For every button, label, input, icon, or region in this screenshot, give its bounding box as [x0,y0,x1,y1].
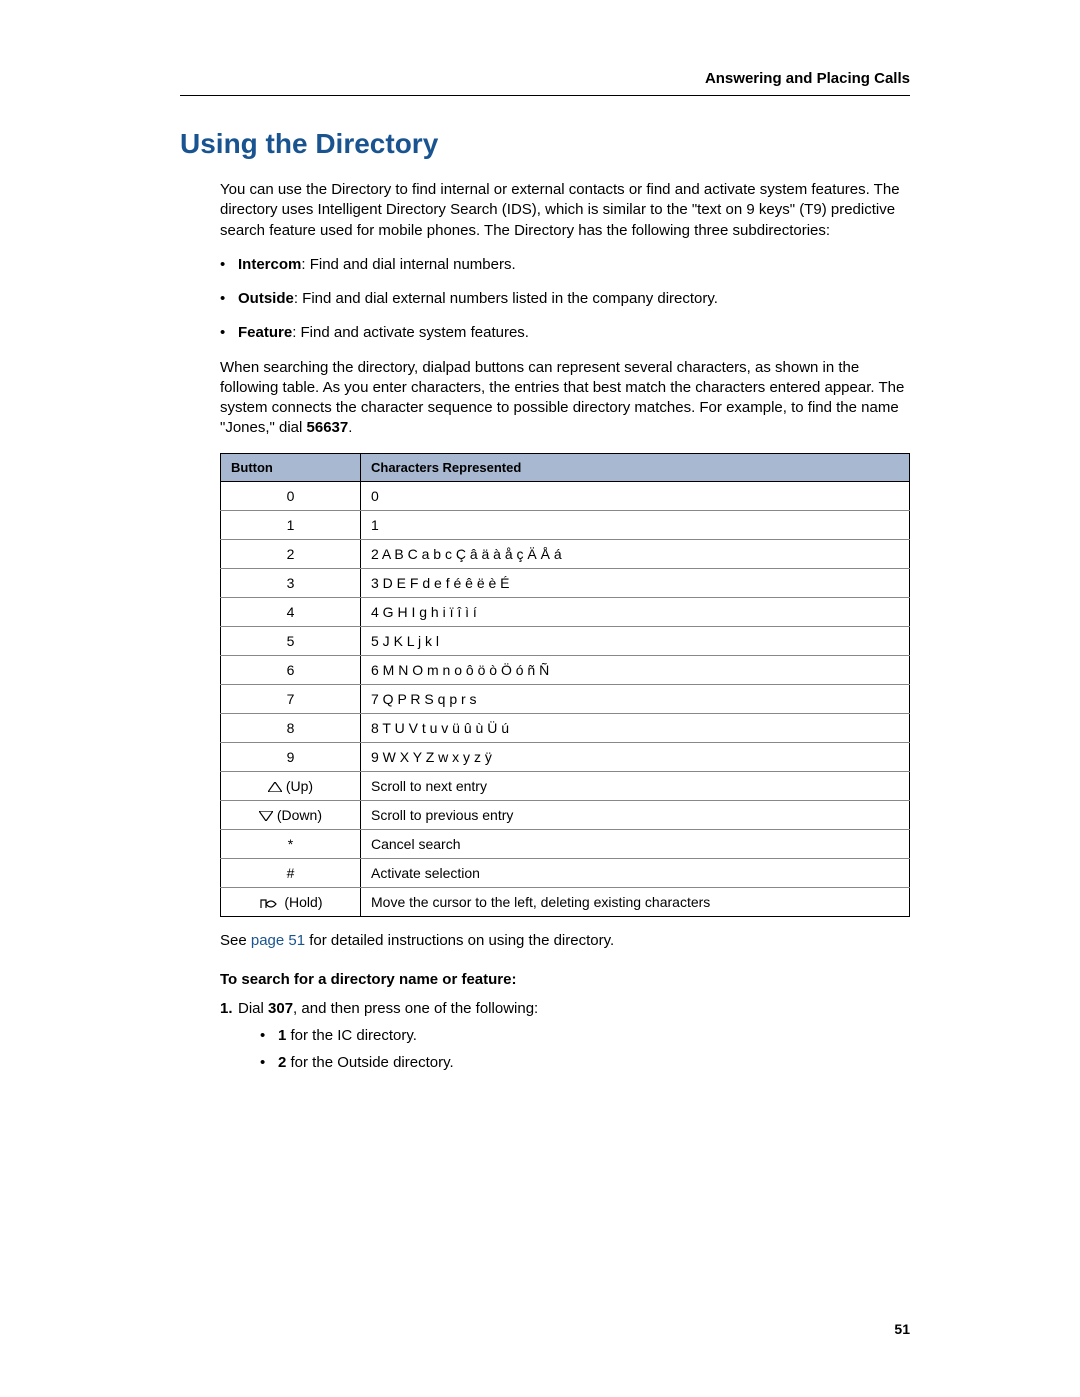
list-item-label: Outside [238,290,294,307]
table-row: #Activate selection [221,858,910,887]
table-cell-chars: Scroll to previous entry [361,800,910,829]
step-number: 1. [220,998,233,1019]
table-cell-chars: Activate selection [361,858,910,887]
table-row: 22 A B C a b c Ç â ä à å ç Ä Å á [221,539,910,568]
table-cell-chars: Scroll to next entry [361,771,910,800]
see-pre: See [220,932,251,949]
table-cell-button: 0 [221,481,361,510]
table-cell-chars: 6 M N O m n o ô ö ò Ö ó ñ Ñ [361,655,910,684]
table-cell-button: 9 [221,742,361,771]
list-item-text: : Find and dial internal numbers. [301,256,515,273]
instruction-steps: 1. Dial 307, and then press one of the f… [220,998,910,1073]
table-row: 33 D E F d e f é ê ë è É [221,568,910,597]
table-cell-button: (Up) [221,771,361,800]
sublist-text: for the IC directory. [286,1027,417,1044]
intro-paragraph: You can use the Directory to find intern… [220,180,910,241]
table-cell-chars: 1 [361,510,910,539]
header-section-title: Answering and Placing Calls [180,70,910,96]
sublist-text: for the Outside directory. [286,1054,453,1071]
table-cell-chars: 5 J K L j k l [361,626,910,655]
search-paragraph: When searching the directory, dialpad bu… [220,358,910,439]
table-cell-button: 8 [221,713,361,742]
table-row: 00 [221,481,910,510]
page: Answering and Placing Calls Using the Di… [0,0,1080,1397]
step-text-post: , and then press one of the following: [293,1000,538,1017]
table-cell-button: 6 [221,655,361,684]
step-text-pre: Dial [238,1000,268,1017]
list-item-label: Feature [238,324,292,341]
table-row: (Down)Scroll to previous entry [221,800,910,829]
table-cell-chars: 3 D E F d e f é ê ë è É [361,568,910,597]
search-para-bold: 56637 [307,419,349,436]
table-row: 99 W X Y Z w x y z ÿ [221,742,910,771]
table-row: (Hold)Move the cursor to the left, delet… [221,887,910,916]
character-table: Button Characters Represented 001122 A B… [220,453,910,917]
step-text-bold: 307 [268,1000,293,1017]
table-cell-button: 5 [221,626,361,655]
table-cell-button: # [221,858,361,887]
table-row: 66 M N O m n o ô ö ò Ö ó ñ Ñ [221,655,910,684]
table-cell-chars: 9 W X Y Z w x y z ÿ [361,742,910,771]
table-cell-chars: Move the cursor to the left, deleting ex… [361,887,910,916]
table-cell-chars: 7 Q P R S q p r s [361,684,910,713]
table-cell-chars: 0 [361,481,910,510]
table-cell-button: (Hold) [221,887,361,916]
table-header-button: Button [221,453,361,481]
step-sublist: 1 for the IC directory. 2 for the Outsid… [260,1025,910,1073]
table-row: *Cancel search [221,829,910,858]
list-item: Outside: Find and dial external numbers … [238,289,910,309]
table-cell-button: 2 [221,539,361,568]
list-item: Intercom: Find and dial internal numbers… [238,255,910,275]
table-cell-chars: Cancel search [361,829,910,858]
table-cell-chars: 4 G H I g h i ï î ì í [361,597,910,626]
see-paragraph: See page 51 for detailed instructions on… [220,931,910,951]
table-row: 88 T U V t u v ü û ù Ü ú [221,713,910,742]
table-cell-button: 1 [221,510,361,539]
table-cell-button: (Down) [221,800,361,829]
table-cell-button: * [221,829,361,858]
table-cell-button: 3 [221,568,361,597]
table-header-chars: Characters Represented [361,453,910,481]
table-cell-chars: 8 T U V t u v ü û ù Ü ú [361,713,910,742]
list-item-text: : Find and dial external numbers listed … [294,290,718,307]
table-cell-button: 7 [221,684,361,713]
table-row: 77 Q P R S q p r s [221,684,910,713]
table-cell-button: 4 [221,597,361,626]
list-item-label: Intercom [238,256,301,273]
page-link[interactable]: page 51 [251,932,305,949]
list-item-text: : Find and activate system features. [292,324,529,341]
sublist-item: 1 for the IC directory. [278,1025,910,1046]
see-post: for detailed instructions on using the d… [305,932,614,949]
table-row: 44 G H I g h i ï î ì í [221,597,910,626]
subdirectory-list: Intercom: Find and dial internal numbers… [220,255,910,344]
table-cell-chars: 2 A B C a b c Ç â ä à å ç Ä Å á [361,539,910,568]
table-row: 55 J K L j k l [221,626,910,655]
page-title: Using the Directory [180,128,910,160]
page-number: 51 [894,1321,910,1337]
step-item: 1. Dial 307, and then press one of the f… [238,998,910,1073]
table-row: (Up)Scroll to next entry [221,771,910,800]
list-item: Feature: Find and activate system featur… [238,323,910,343]
sublist-item: 2 for the Outside directory. [278,1052,910,1073]
instruction-heading: To search for a directory name or featur… [220,971,910,988]
search-para-post: . [348,419,352,436]
body-content: You can use the Directory to find intern… [220,180,910,1073]
table-row: 11 [221,510,910,539]
